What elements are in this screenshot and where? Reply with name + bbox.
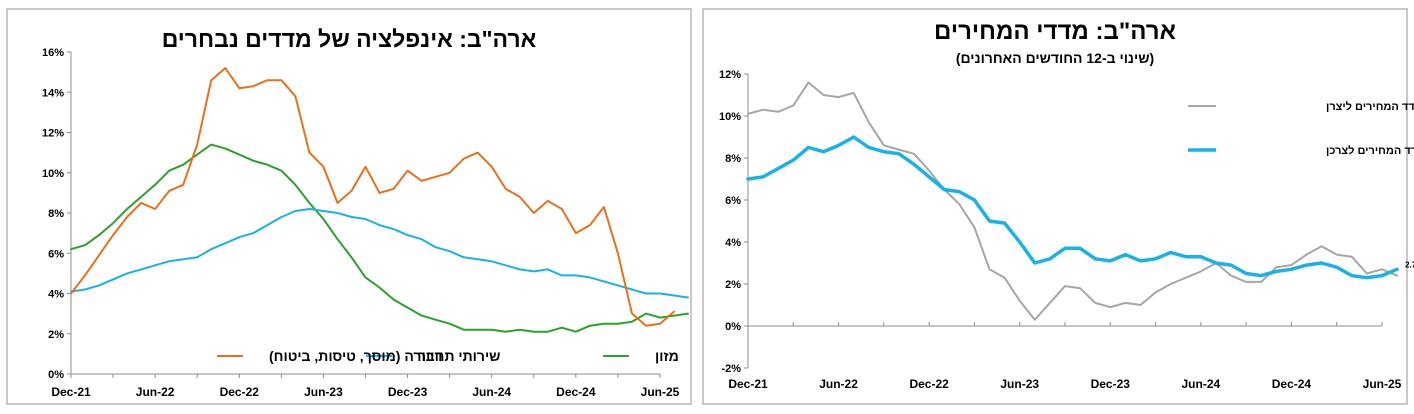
y-tick-label: 2%: [48, 329, 64, 341]
x-tick-label: Jun-22: [136, 385, 175, 399]
y-tick-label: 6%: [48, 248, 64, 260]
end-value-label: 2.7%: [1405, 260, 1414, 269]
x-tick-label: Jun-25: [1363, 377, 1402, 391]
x-tick-label: Jun-25: [641, 385, 680, 399]
x-tick-label: Jun-24: [1182, 377, 1221, 391]
y-tick-label: 0%: [725, 321, 741, 333]
x-tick-label: Jun-23: [304, 385, 343, 399]
y-tick-label: 6%: [725, 195, 741, 207]
x-tick-label: Jun-22: [819, 377, 858, 391]
y-tick-label: 8%: [48, 208, 64, 220]
y-tick-label: -2%: [721, 363, 741, 375]
series-line-1: [746, 135, 1399, 280]
y-tick-label: 14%: [42, 87, 64, 99]
y-tick-label: 0%: [48, 369, 64, 381]
x-tick-label: Dec-23: [1091, 377, 1131, 391]
x-tick-label: Dec-24: [1272, 377, 1312, 391]
x-tick-label: Jun-23: [1000, 377, 1039, 391]
legend-label-1: מדד המחירים לצרכן: [1326, 144, 1414, 157]
legend-label-0: מדד המחירים ליצרן: [1326, 100, 1414, 113]
y-tick-label: 8%: [725, 153, 741, 165]
x-tick-label: Dec-22: [909, 377, 949, 391]
y-tick-label: 4%: [725, 237, 741, 249]
series-line-0: [70, 143, 689, 333]
chart-panel-inflation-selected: ארה"ב: אינפלציה של מדדים נבחרים 0% 2% 4% 6%…: [6, 8, 692, 405]
x-tick-label: Dec-24: [556, 385, 596, 399]
chart-subtitle: (שינוי ב-12 החודשים האחרונים): [955, 50, 1155, 66]
series-line-1: [70, 208, 689, 299]
y-tick-label: 12%: [719, 69, 741, 81]
chart-title: ארה"ב: מדדי המחירים: [934, 18, 1176, 45]
y-tick-label: 4%: [48, 289, 64, 301]
chart-svg-inflation-selected: 0% 2% 4% 6% 8% 10% 12% 14% 16% Dec-21 Jun-22 Dec-22…: [42, 47, 689, 399]
x-tick-label: Dec-21: [728, 377, 768, 391]
legend-label-0: מזון: [655, 348, 679, 364]
chart-title: ארה"ב: אינפלציה של מדדים נבחרים: [161, 26, 537, 52]
legend-label-1: דיור: [418, 348, 443, 364]
x-tick-label: Jun-24: [472, 385, 511, 399]
y-tick-label: 10%: [719, 111, 741, 123]
series-line-0: [747, 81, 1399, 321]
chart-panel-price-indices: ארה"ב: מדדי המחירים (שינוי ב-12 החודשים …: [702, 8, 1414, 405]
x-tick-label: Dec-21: [51, 385, 91, 399]
y-tick-label: 2%: [725, 279, 741, 291]
legend-label-2: שירותי תחבורה (מוסך, טיסות, ביטוח): [269, 348, 500, 364]
y-tick-label: 12%: [42, 128, 64, 140]
chart-svg-price-indices: -2% 0% 2% 4% 6% 8% 10% 12% Dec-21 Jun-22 Dec-22 Jun…: [719, 69, 1414, 391]
x-tick-label: Dec-23: [388, 385, 428, 399]
x-tick-label: Dec-22: [220, 385, 260, 399]
series-line-2: [70, 67, 675, 327]
y-tick-label: 16%: [42, 47, 64, 59]
y-tick-label: 10%: [42, 168, 64, 180]
